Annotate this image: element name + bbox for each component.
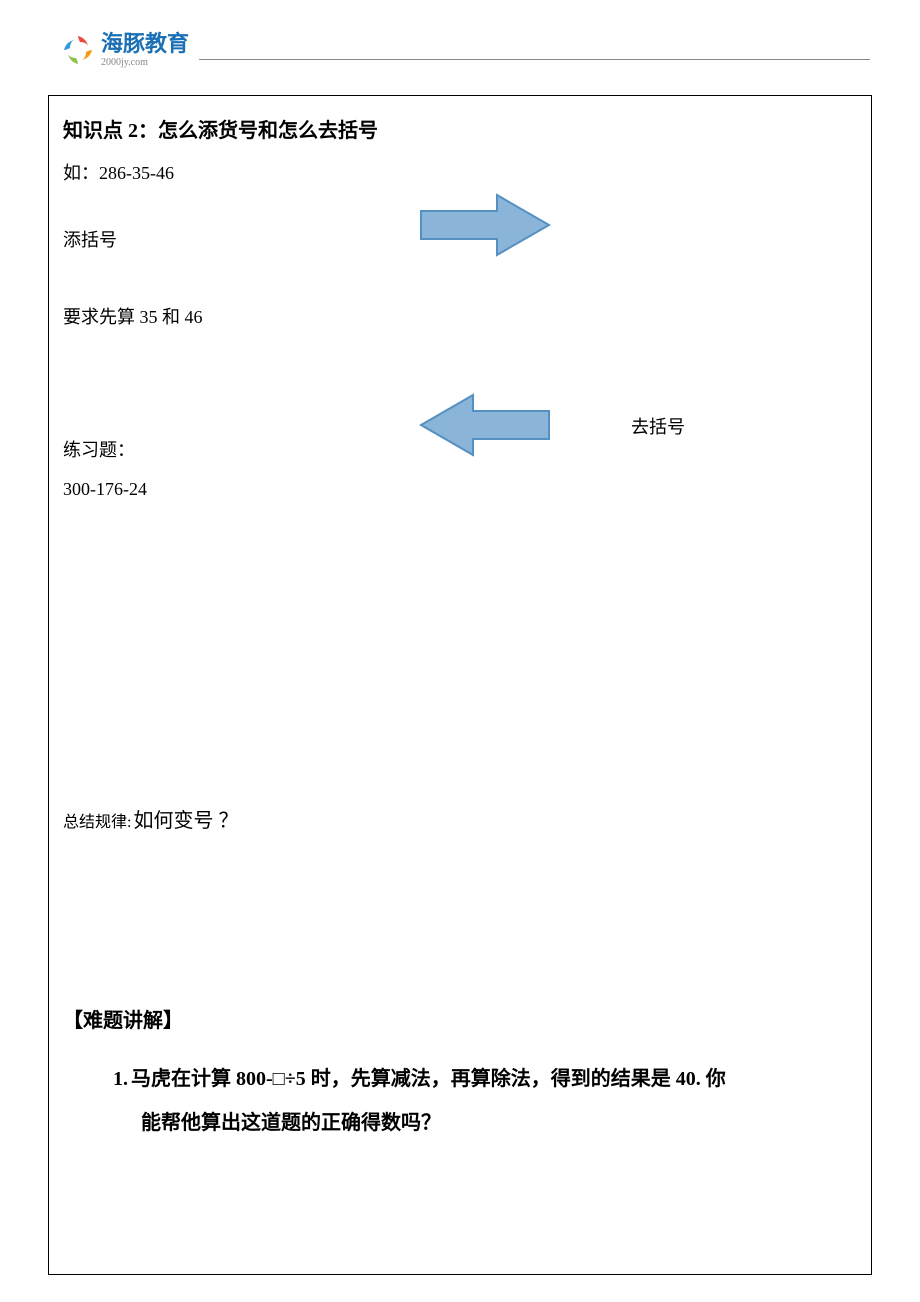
page-header: 海豚教育 2000jy.com: [0, 0, 920, 95]
arrow-right-shape: [421, 195, 549, 255]
problem-item: 1.马虎在计算 800-□÷5 时，先算减法，再算除法，得到的结果是 40. 你…: [113, 1057, 857, 1145]
problem-list: 1.马虎在计算 800-□÷5 时，先算减法，再算除法，得到的结果是 40. 你…: [63, 1057, 857, 1145]
logo-title: 海豚教育: [101, 32, 189, 56]
section-title: 知识点 2：怎么添货号和怎么去括号: [63, 114, 857, 143]
content-box: 知识点 2：怎么添货号和怎么去括号 如：286-35-46 添括号 要求先算 3…: [48, 95, 872, 1275]
exercise-expression: 300-176-24: [63, 475, 857, 504]
logo-swirl-icon: [60, 32, 96, 68]
requirement-text: 要求先算 35 和 46: [63, 303, 857, 332]
arrow-left-icon: [419, 393, 551, 462]
hard-section-title: 【难题讲解】: [63, 1004, 857, 1033]
problem-number: 1.: [113, 1068, 128, 1090]
arrow-right-icon: [419, 193, 551, 262]
summary-label: 总结规律:: [63, 810, 131, 836]
summary-row: 总结规律: 如何变号 ？: [63, 804, 857, 844]
problem-line1: 马虎在计算 800-□÷5 时，先算减法，再算除法，得到的结果是 40. 你: [131, 1068, 726, 1090]
logo-subtitle: 2000jy.com: [101, 57, 189, 68]
summary-question: 如何变号 ？: [133, 804, 238, 833]
logo-text: 海豚教育 2000jy.com: [101, 32, 189, 67]
arrow-left-shape: [421, 395, 549, 455]
header-divider: [199, 59, 870, 60]
problem-line2: 能帮他算出这道题的正确得数吗？: [113, 1101, 857, 1145]
remove-bracket-label: 去括号: [631, 413, 685, 439]
logo: 海豚教育 2000jy.com: [60, 32, 189, 68]
example-expression: 如：286-35-46: [63, 159, 857, 188]
